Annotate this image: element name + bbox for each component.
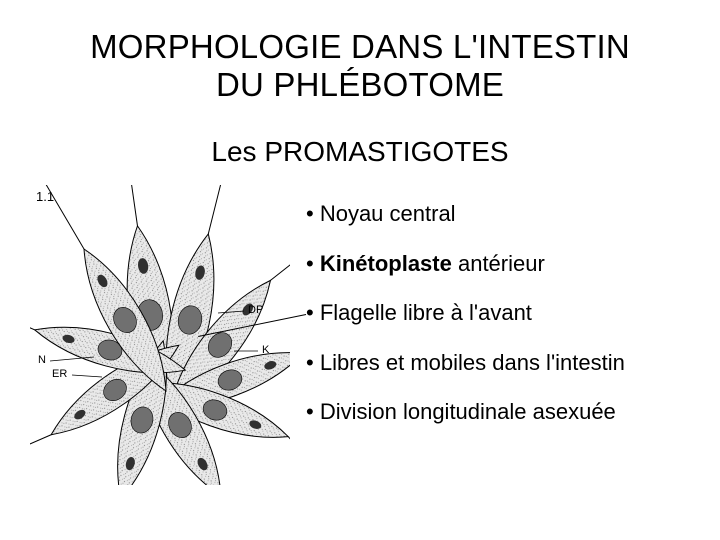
svg-text:DP: DP — [248, 304, 263, 316]
bullet-text: Noyau central — [320, 201, 456, 226]
bullet-bold: Kinétoplaste — [320, 251, 452, 276]
bullet-item: • Flagelle libre à l'avant — [306, 299, 706, 327]
bullet-item: • Noyau central — [306, 200, 706, 228]
bullet-marker: • — [306, 399, 320, 424]
bullet-text: Libres et mobiles dans l'intestin — [320, 350, 625, 375]
promastigote-figure: 1.1 DP K N ER — [30, 185, 290, 485]
slide: MORPHOLOGIE DANS L'INTESTIN DU PHLÉBOTOM… — [0, 0, 720, 540]
bullet-text: Flagelle libre à l'avant — [320, 300, 532, 325]
title-line-1: MORPHOLOGIE DANS L'INTESTIN — [90, 28, 630, 65]
bullet-item: • Kinétoplaste antérieur — [306, 250, 706, 278]
bullet-marker: • — [306, 251, 320, 276]
svg-text:1.1: 1.1 — [36, 189, 54, 204]
bullet-marker: • — [306, 300, 320, 325]
bullet-item: • Division longitudinale asexuée — [306, 398, 706, 426]
slide-title: MORPHOLOGIE DANS L'INTESTIN DU PHLÉBOTOM… — [0, 28, 720, 104]
bullet-list: • Noyau central• Kinétoplaste antérieur•… — [306, 200, 706, 448]
promastigote-svg: 1.1 DP K N ER — [30, 185, 290, 485]
svg-text:N: N — [38, 354, 46, 366]
bullet-marker: • — [306, 350, 320, 375]
bullet-text: antérieur — [452, 251, 545, 276]
title-line-2: DU PHLÉBOTOME — [216, 66, 504, 103]
slide-subtitle: Les PROMASTIGOTES — [0, 136, 720, 168]
bullet-text: Division longitudinale asexuée — [320, 399, 616, 424]
svg-text:ER: ER — [52, 368, 67, 380]
bullet-marker: • — [306, 201, 320, 226]
bullet-item: • Libres et mobiles dans l'intestin — [306, 349, 706, 377]
svg-text:K: K — [262, 344, 270, 356]
